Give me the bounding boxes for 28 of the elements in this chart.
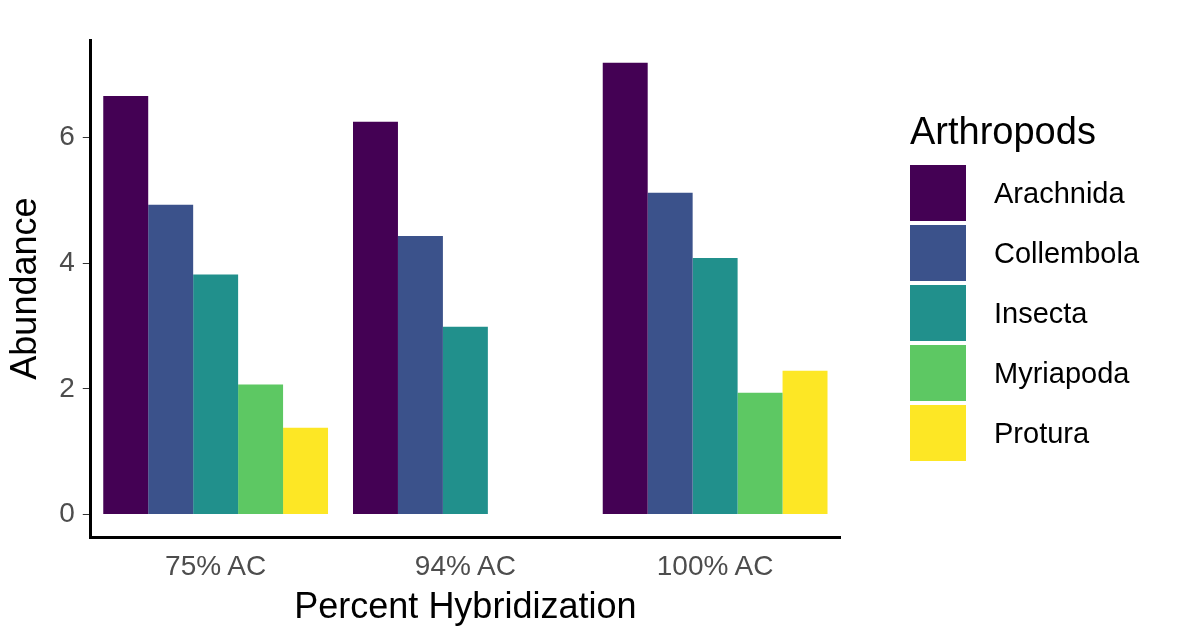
legend-label: Collembola xyxy=(994,236,1140,270)
bar xyxy=(397,236,443,515)
bar xyxy=(737,392,783,515)
legend-label: Insecta xyxy=(994,296,1088,330)
bar xyxy=(782,370,828,515)
bar xyxy=(602,62,648,515)
y-tick-label: 2 xyxy=(59,371,75,403)
bar xyxy=(103,95,149,515)
y-tick-label: 6 xyxy=(59,120,75,152)
y-tick-label: 0 xyxy=(59,497,75,529)
x-tick-label: 100% AC xyxy=(656,549,774,581)
bar xyxy=(193,274,239,515)
legend-label: Arachnida xyxy=(994,176,1125,210)
y-tick-label: 4 xyxy=(59,245,75,277)
bar xyxy=(647,192,693,515)
bar xyxy=(353,121,398,515)
y-axis-title: Abundance xyxy=(2,197,44,380)
x-axis-title: Percent Hybridization xyxy=(294,585,637,627)
bar xyxy=(692,258,738,515)
bar xyxy=(238,384,284,515)
legend-label: Myriapoda xyxy=(994,356,1130,390)
legend-label: Protura xyxy=(994,416,1090,450)
bar xyxy=(283,427,329,515)
bar xyxy=(148,204,194,515)
x-tick-label: 94% AC xyxy=(414,549,516,581)
bar xyxy=(442,326,488,515)
x-tick-label: 75% AC xyxy=(165,549,267,581)
legend-title: Arthropods xyxy=(910,110,1097,153)
